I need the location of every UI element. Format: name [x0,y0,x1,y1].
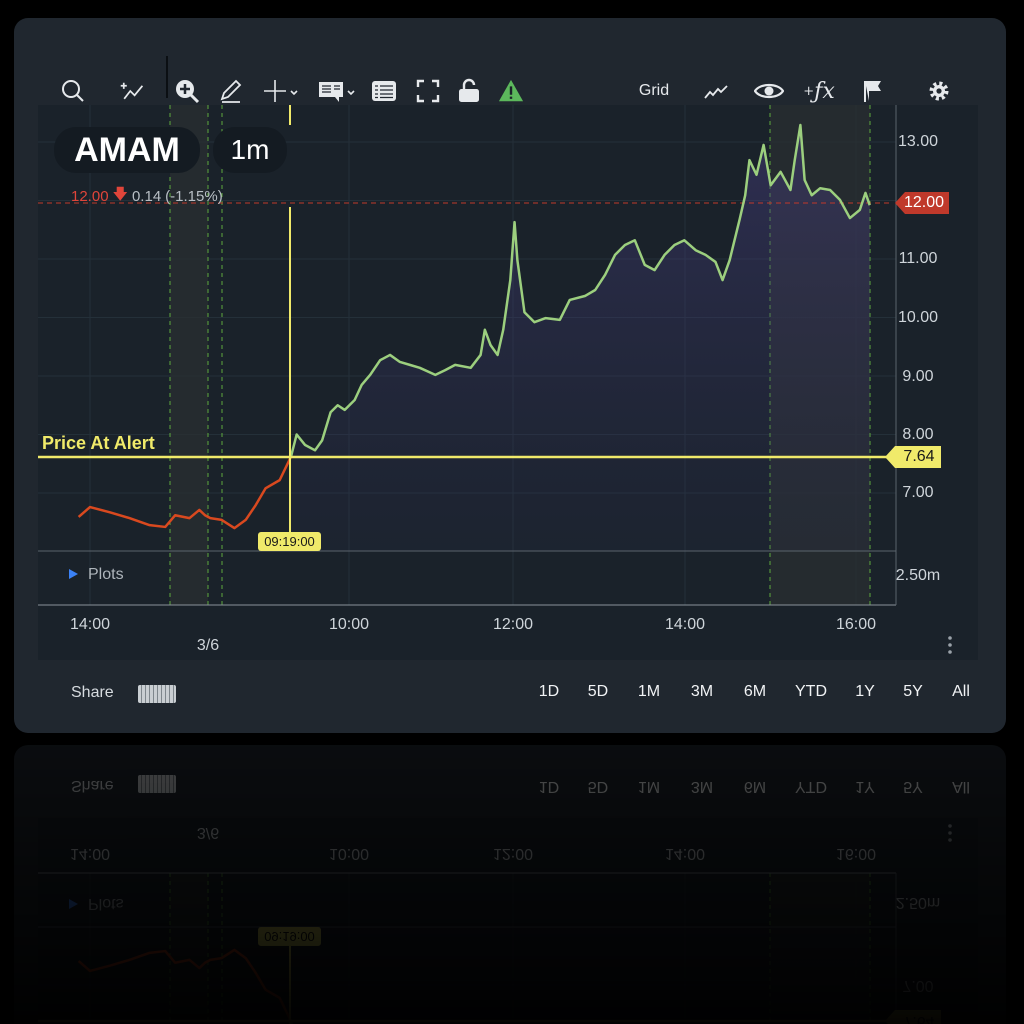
alert-price-tag-label: 7.64 [903,448,935,465]
price-change-pct: (-1.15%) [165,188,223,205]
unlock-icon[interactable] [454,73,484,109]
range-1y[interactable]: 1Y [855,683,875,700]
range-5y[interactable]: 5Y [903,683,923,700]
last-price: 12.00 [71,188,109,205]
quote-line: 12.00 🡇 0.14 (-1.15%) [71,184,223,209]
down-arrow-icon: 🡇 [112,186,128,203]
range-6m[interactable]: 6M [743,683,767,700]
y-tick: 8.00 [902,426,934,443]
range-1m[interactable]: 1M [637,683,661,700]
add-indicator-icon[interactable] [115,73,149,109]
comment-icon[interactable] [314,73,360,109]
fullscreen-icon[interactable] [413,73,443,109]
toolbar-divider [166,56,168,98]
x-tick: 14:00 [664,616,706,633]
volume-tick: 2.50m [895,567,941,584]
alert-label: Price At Alert [42,433,155,453]
y-tick: 13.00 [897,133,939,150]
grid-button[interactable]: Grid [638,82,670,99]
x-tick: 10:00 [328,616,370,633]
range-all[interactable]: All [952,683,970,700]
date-tick: 3/6 [196,637,220,654]
flag-icon[interactable] [859,73,887,109]
list-icon[interactable] [369,73,399,109]
range-5d[interactable]: 5D [587,683,609,700]
range-ytd[interactable]: YTD [795,683,827,700]
warning-icon[interactable] [495,73,527,109]
crosshair-icon[interactable] [258,73,304,109]
x-tick: 12:00 [492,616,534,633]
last-price-tag-label: 12.00 [903,194,945,211]
search-icon[interactable] [58,73,88,109]
range-1d[interactable]: 1D [538,683,560,700]
line-chart-icon[interactable] [701,73,731,109]
range-3m[interactable]: 3M [690,683,714,700]
interval-pill[interactable]: 1m [213,127,287,173]
zoom-in-icon[interactable] [172,73,202,109]
x-tick: 16:00 [835,616,877,633]
y-tick: 11.00 [898,250,938,267]
share-button[interactable]: Share [71,684,114,701]
eye-icon[interactable] [752,73,786,109]
y-tick: 9.00 [902,368,934,385]
price-change: 0.14 [131,188,162,205]
alert-time-label: 09:19:00 [264,534,315,549]
pencil-icon[interactable] [216,73,246,109]
y-tick: 10.00 [897,309,939,326]
x-tick: 14:00 [69,616,111,633]
chart-panel: Grid + ƒx AMAM 1m 12.00 🡇 0.14 (-1.15%) P… [14,18,1006,733]
fx-icon[interactable]: + ƒx [803,78,835,104]
gear-icon[interactable] [925,73,953,109]
keyboard-icon[interactable] [138,685,176,703]
plots-label[interactable]: Plots [88,566,124,583]
y-tick: 7.00 [902,484,934,501]
symbol-pill[interactable]: AMAM [54,127,200,173]
